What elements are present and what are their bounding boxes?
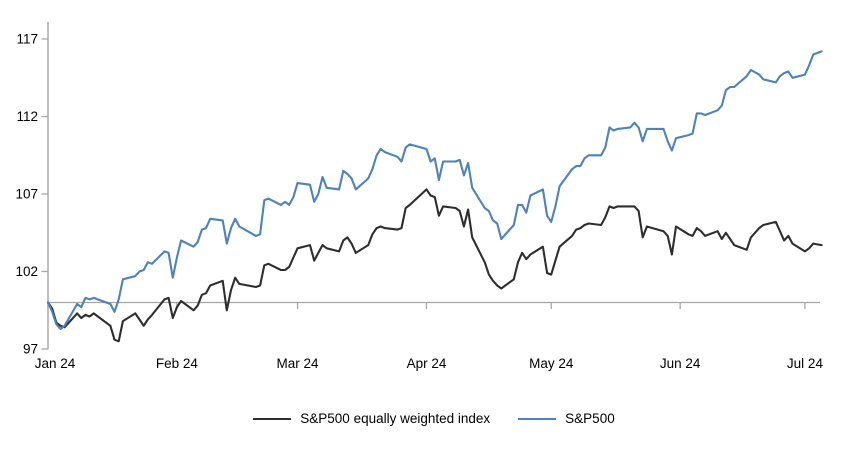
x-tick-label: Mar 24 — [277, 356, 320, 371]
legend-item-equal-weight: S&P500 equally weighted index — [253, 411, 490, 426]
x-tick-label: Jul 24 — [787, 356, 824, 371]
y-tick-label: 102 — [15, 264, 38, 279]
y-tick-label: 117 — [16, 32, 38, 47]
legend-label-sp500: S&P500 — [565, 411, 615, 426]
plot-area — [46, 50, 823, 343]
axes: 97 102 107 112 117 Jan 24 Feb 24 Mar 24 Apr 24 Ma… — [15, 22, 823, 371]
legend-item-sp500: S&P500 — [518, 411, 615, 426]
y-tick-label: 97 — [23, 342, 38, 357]
legend-label-equal-weight: S&P500 equally weighted index — [300, 411, 491, 426]
y-tick-label: 107 — [15, 187, 38, 202]
x-tick-label: Jun 24 — [660, 356, 701, 371]
sp500-line-swatch — [518, 417, 557, 420]
chart-legend: S&P500 equally weighted index S&P500 — [48, 411, 820, 426]
x-tick-label: May 24 — [529, 356, 574, 371]
sp500-line — [46, 50, 823, 330]
x-tick-label: Apr 24 — [407, 356, 447, 371]
x-tick-label: Feb 24 — [156, 356, 199, 371]
equal-weight-line-swatch — [253, 417, 292, 420]
equal-weight-line — [46, 188, 823, 343]
x-tick-label: Jan 24 — [35, 356, 76, 371]
y-tick-label: 112 — [16, 109, 38, 124]
